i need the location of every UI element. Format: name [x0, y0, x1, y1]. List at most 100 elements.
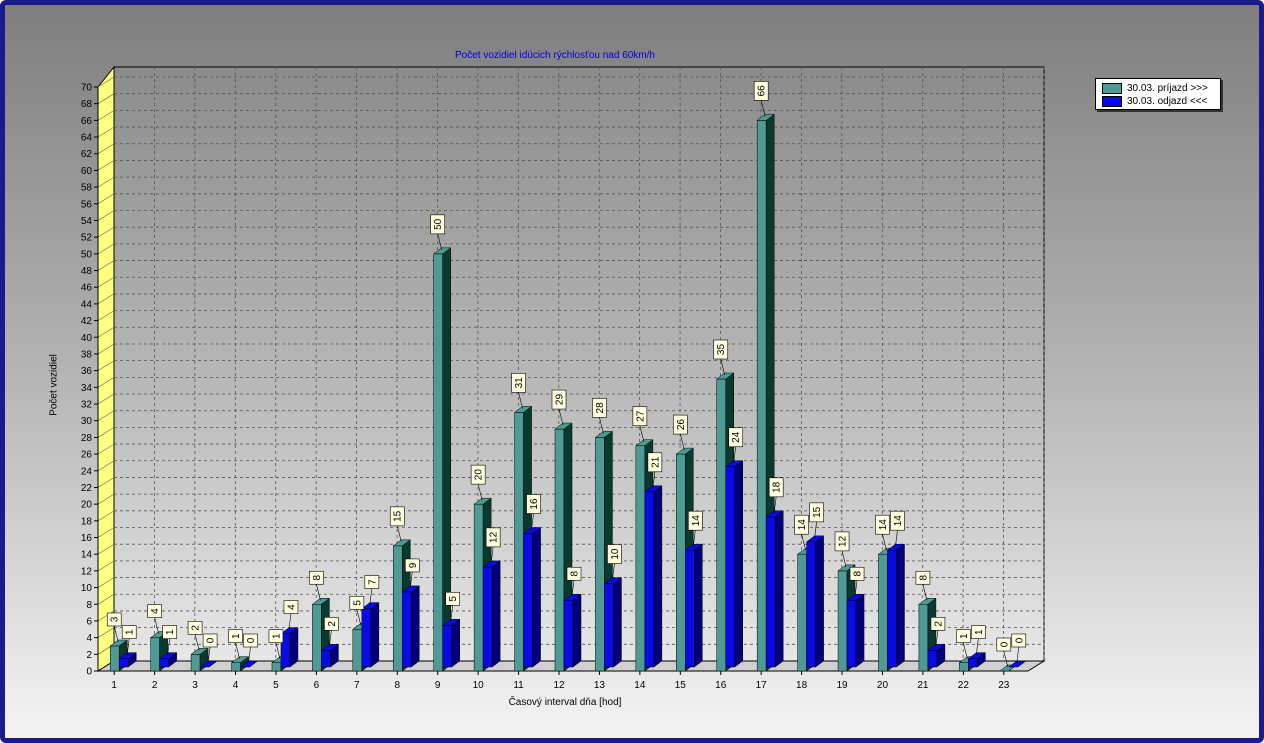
bar-top	[675, 447, 695, 455]
data-label-box	[713, 339, 729, 360]
data-label-departure-17: 18	[772, 481, 783, 493]
bar-front	[968, 658, 978, 668]
y-tick-label: 12	[81, 566, 93, 577]
bar-side	[451, 618, 460, 668]
gridline-wall	[97, 460, 115, 472]
data-label-leader	[773, 496, 777, 513]
data-label-arrival-13: 28	[595, 402, 606, 414]
legend-label-arrival: 30.03. príjazd >>>	[1127, 82, 1208, 94]
data-label-box	[389, 506, 405, 527]
data-label-leader	[801, 534, 806, 551]
bar-departure-22	[967, 652, 987, 668]
data-label-departure-22: 1	[974, 629, 985, 635]
bar-top	[765, 510, 784, 518]
data-label-leader	[963, 642, 968, 659]
y-tick-label: 66	[81, 116, 93, 127]
bar-front	[797, 553, 807, 672]
data-label-leader	[599, 417, 604, 434]
data-label-arrival-8: 15	[393, 510, 404, 522]
bar-side	[734, 460, 743, 668]
data-label-box	[511, 373, 526, 393]
gridline-wall	[97, 443, 115, 455]
bar-top	[158, 652, 178, 659]
bar-front	[918, 604, 929, 672]
bar-front	[473, 503, 484, 672]
bar-front	[685, 549, 695, 668]
data-label-arrival-16: 35	[716, 344, 727, 356]
bar-top	[392, 539, 412, 547]
y-tick-label: 6	[86, 616, 92, 627]
data-label-arrival-17: 66	[757, 85, 768, 97]
y-tick-label: 40	[81, 333, 93, 344]
y-tick-label: 34	[81, 383, 93, 394]
gridline-wall	[97, 543, 115, 555]
data-label-departure-2: 1	[165, 629, 176, 635]
gridline-wall	[97, 627, 115, 638]
bar-front	[927, 650, 938, 668]
data-label-leader	[841, 550, 847, 567]
legend-entry-arrival: 30.03. príjazd >>>	[1102, 82, 1208, 94]
data-label-leader	[248, 646, 251, 664]
gridline-wall	[97, 76, 115, 88]
bar-departure-20	[886, 543, 906, 668]
x-tick-label: 5	[273, 680, 279, 691]
bar-arrival-9	[432, 247, 452, 672]
bar-front	[312, 604, 322, 672]
bar-departure-19	[846, 593, 865, 668]
y-tick-label: 8	[86, 600, 92, 611]
bar-side	[411, 585, 420, 668]
x-tick-label: 22	[958, 680, 970, 691]
bar-top	[715, 372, 735, 380]
data-label-departure-14: 21	[650, 456, 661, 468]
bar-side	[653, 485, 663, 668]
bar-top	[280, 627, 299, 634]
data-label-arrival-20: 14	[878, 519, 889, 531]
x-tick-label: 2	[152, 680, 158, 691]
data-label-leader	[882, 534, 887, 551]
bar-top	[190, 648, 209, 655]
data-label-leader	[760, 100, 766, 117]
data-label-box	[794, 514, 809, 535]
data-label-arrival-23: 0	[999, 641, 1010, 647]
bar-top	[432, 247, 452, 255]
gridline-wall	[97, 143, 115, 154]
gridline-wall	[97, 510, 115, 522]
data-label-leader	[167, 638, 170, 655]
bar-top	[756, 114, 775, 121]
data-label-box	[996, 637, 1012, 652]
bar-departure-21	[927, 643, 946, 668]
data-label-departure-19: 8	[853, 571, 864, 577]
gridline-wall	[97, 293, 115, 305]
gridline-wall	[97, 393, 115, 405]
data-label-leader	[113, 625, 119, 643]
data-label-arrival-6: 8	[312, 575, 323, 581]
gridline-wall	[97, 477, 115, 488]
data-label-box	[551, 389, 567, 410]
bar-departure-1	[118, 652, 137, 668]
data-label-leader	[680, 434, 685, 451]
bar-side	[442, 247, 451, 672]
data-label-box	[632, 406, 648, 427]
bar-front	[563, 600, 574, 668]
bar-departure-11	[522, 527, 542, 668]
gridline-wall	[97, 527, 115, 538]
bar-top	[603, 577, 623, 584]
data-label-box	[728, 427, 744, 448]
data-label-box	[485, 527, 501, 548]
data-label-box	[592, 398, 607, 418]
data-label-leader	[409, 571, 413, 588]
bar-departure-5	[280, 627, 299, 668]
data-label-arrival-7: 5	[352, 600, 363, 606]
y-tick-label: 26	[81, 450, 93, 461]
bar-side	[613, 577, 622, 668]
x-tick-label: 4	[233, 680, 239, 691]
data-label-box	[445, 591, 460, 606]
bar-top	[230, 656, 250, 663]
x-tick-label: 10	[473, 680, 485, 691]
gridline-wall	[97, 126, 115, 138]
bar-departure-23	[1008, 660, 1027, 668]
bar-side	[491, 560, 501, 668]
x-axis-label: Časový interval dňa [hod]	[508, 697, 622, 708]
bar-departure-13	[603, 577, 623, 668]
